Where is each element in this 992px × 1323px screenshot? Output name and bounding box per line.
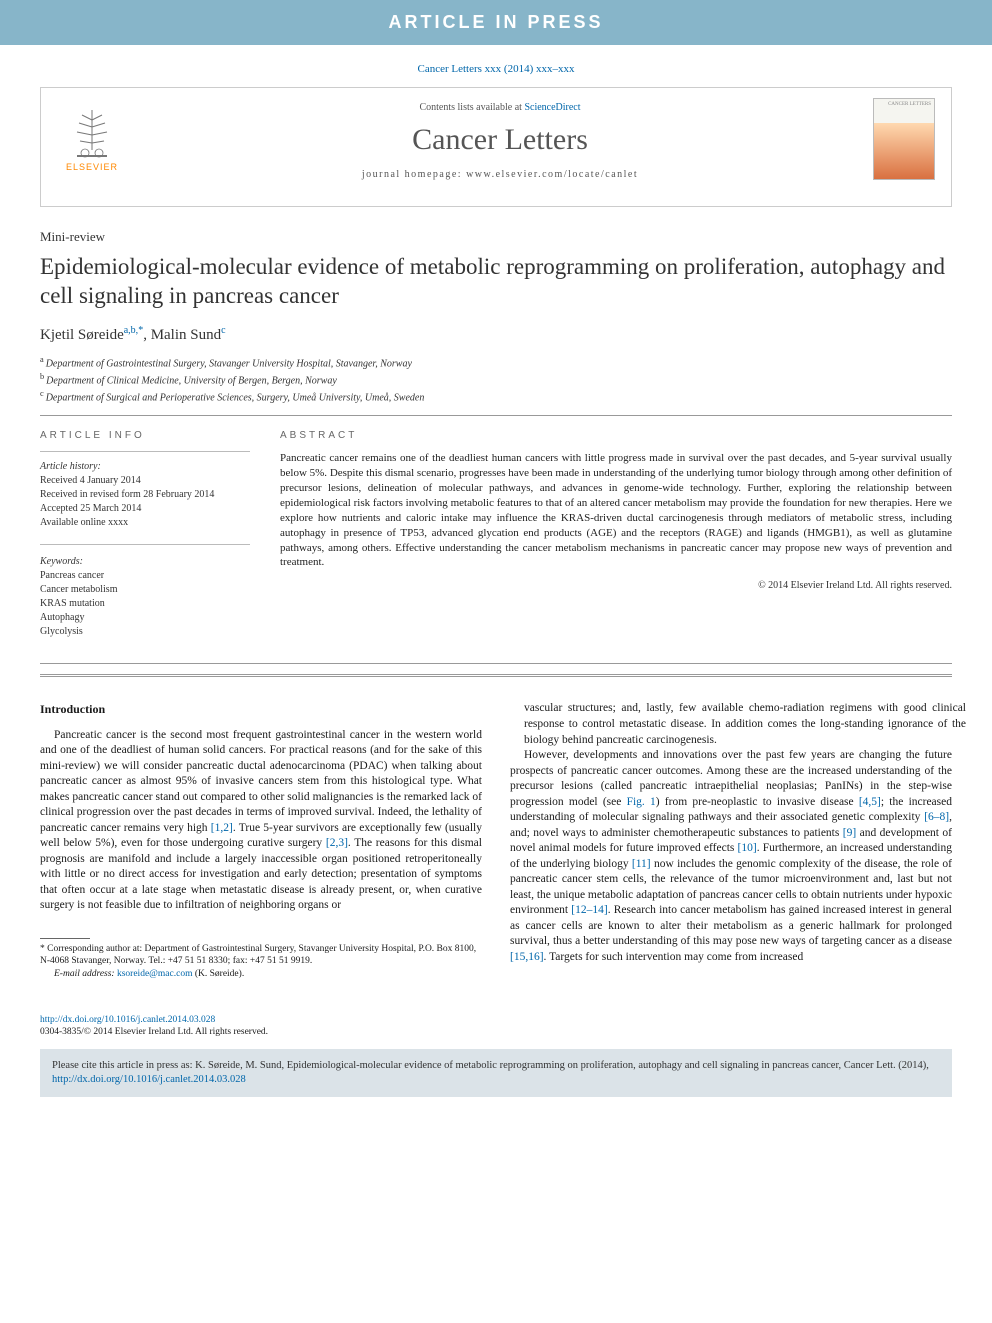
cover-thumb-label: CANCER LETTERS <box>888 102 931 107</box>
corresponding-footnote: * Corresponding author at: Department of… <box>40 943 482 968</box>
sciencedirect-link[interactable]: ScienceDirect <box>524 102 580 113</box>
footnote-block: * Corresponding author at: Department of… <box>40 932 482 980</box>
footnote-rule <box>40 938 90 939</box>
journal-title: Cancer Letters <box>127 123 873 157</box>
text-run: vascular structures; and, lastly, few av… <box>524 701 966 748</box>
author-1-aff: a,b, <box>124 325 138 336</box>
homepage-url[interactable]: www.elsevier.com/locate/canlet <box>466 169 638 180</box>
author-1: Kjetil Søreide <box>40 327 124 343</box>
ref-link[interactable]: [15,16] <box>510 951 544 963</box>
doi-link[interactable]: http://dx.doi.org/10.1016/j.canlet.2014.… <box>40 1015 215 1025</box>
journal-header: ELSEVIER Contents lists available at Sci… <box>40 87 952 207</box>
received-date: Received 4 January 2014 <box>40 475 141 486</box>
keyword-2: Cancer metabolism <box>40 584 117 595</box>
article-info-head: ARTICLE INFO <box>40 430 250 441</box>
keyword-3: KRAS mutation <box>40 598 105 609</box>
affiliation-c: Department of Surgical and Perioperative… <box>46 392 425 403</box>
article-in-press-banner: ARTICLE IN PRESS <box>0 0 992 45</box>
affiliation-b: Department of Clinical Medicine, Univers… <box>46 375 337 386</box>
body-paragraph: vascular structures; and, lastly, few av… <box>510 701 952 748</box>
keyword-1: Pancreas cancer <box>40 570 104 581</box>
journal-reference: Cancer Letters xxx (2014) xxx–xxx <box>0 45 992 87</box>
intro-head: Introduction <box>40 701 482 717</box>
abstract-head: ABSTRACT <box>280 430 952 441</box>
email-link[interactable]: ksoreide@mac.com <box>117 969 193 979</box>
elsevier-label: ELSEVIER <box>66 162 118 172</box>
affiliation-list: aDepartment of Gastrointestinal Surgery,… <box>40 354 952 406</box>
ref-link[interactable]: [6–8] <box>924 811 949 823</box>
ref-link[interactable]: [10] <box>738 842 757 854</box>
author-2: Malin Sund <box>151 327 221 343</box>
revised-date: Received in revised form 28 February 201… <box>40 489 214 500</box>
body-text: Introduction Pancreatic cancer is the se… <box>40 701 952 979</box>
text-run: . Targets for such intervention may come… <box>544 951 804 963</box>
article-info-block: Article history: Received 4 January 2014… <box>40 451 250 639</box>
affiliation-a: Department of Gastrointestinal Surgery, … <box>46 358 412 369</box>
ref-link[interactable]: [11] <box>632 858 651 870</box>
elsevier-logo: ELSEVIER <box>57 98 127 178</box>
online-date: Available online xxxx <box>40 517 128 528</box>
author-2-aff: c <box>221 325 225 336</box>
ref-link[interactable]: [2,3] <box>326 837 348 849</box>
cite-doi-link[interactable]: http://dx.doi.org/10.1016/j.canlet.2014.… <box>52 1074 246 1085</box>
abstract-text: Pancreatic cancer remains one of the dea… <box>280 451 952 570</box>
doi-block: http://dx.doi.org/10.1016/j.canlet.2014.… <box>40 1014 952 1039</box>
body-paragraph: Pancreatic cancer is the second most fre… <box>40 728 482 914</box>
figure-link[interactable]: Fig. 1 <box>627 796 656 808</box>
journal-cover-thumb: CANCER LETTERS <box>873 98 935 180</box>
cite-text: Please cite this article in press as: K.… <box>52 1060 929 1071</box>
article-type: Mini-review <box>40 229 952 245</box>
author-sep: , <box>143 327 151 343</box>
ref-link[interactable]: [4,5] <box>859 796 881 808</box>
keyword-5: Glycolysis <box>40 626 83 637</box>
cite-box: Please cite this article in press as: K.… <box>40 1049 952 1097</box>
ref-link[interactable]: [1,2] <box>211 822 233 834</box>
double-rule <box>40 674 952 677</box>
text-run: ) from pre-neoplastic to invasive diseas… <box>656 796 859 808</box>
article-title: Epidemiological-molecular evidence of me… <box>40 253 952 311</box>
abstract-copyright: © 2014 Elsevier Ireland Ltd. All rights … <box>280 580 952 591</box>
contents-list-line: Contents lists available at ScienceDirec… <box>127 102 873 113</box>
keyword-4: Autophagy <box>40 612 84 623</box>
email-person: (K. Søreide). <box>192 969 244 979</box>
text-run: Pancreatic cancer is the second most fre… <box>40 729 482 834</box>
accepted-date: Accepted 25 March 2014 <box>40 503 141 514</box>
email-label: E-mail address: <box>54 969 115 979</box>
issn-copyright: 0304-3835/© 2014 Elsevier Ireland Ltd. A… <box>40 1027 268 1037</box>
contents-prefix: Contents lists available at <box>419 102 524 113</box>
elsevier-tree-icon <box>67 105 117 160</box>
body-paragraph: However, developments and innovations ov… <box>510 748 952 965</box>
homepage-prefix: journal homepage: <box>362 169 466 180</box>
homepage-line: journal homepage: www.elsevier.com/locat… <box>127 169 873 180</box>
ref-link[interactable]: [9] <box>843 827 856 839</box>
history-head: Article history: <box>40 461 101 472</box>
ref-link[interactable]: [12–14] <box>571 904 607 916</box>
keywords-head: Keywords: <box>40 544 250 569</box>
author-list: Kjetil Søreidea,b,*, Malin Sundc <box>40 325 952 344</box>
divider <box>40 415 952 416</box>
